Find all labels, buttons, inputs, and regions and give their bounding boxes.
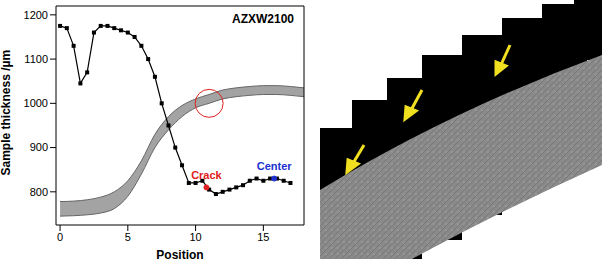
svg-text:Crack: Crack — [191, 169, 222, 181]
svg-text:Position: Position — [156, 248, 203, 259]
svg-text:5: 5 — [125, 231, 131, 243]
svg-text:1000: 1000 — [24, 97, 48, 109]
svg-text:1200: 1200 — [24, 9, 48, 21]
svg-text:900: 900 — [30, 141, 48, 153]
html-text:AZXW2100: AZXW2100 — [232, 12, 294, 26]
svg-text:Center: Center — [257, 160, 293, 172]
svg-text:800: 800 — [30, 186, 48, 198]
svg-text:0: 0 — [57, 231, 63, 243]
svg-text:1100: 1100 — [24, 53, 48, 65]
svg-text:10: 10 — [189, 231, 201, 243]
svg-text:15: 15 — [257, 231, 269, 243]
svg-text:Sample thickness /µm: Sample thickness /µm — [8, 50, 13, 176]
